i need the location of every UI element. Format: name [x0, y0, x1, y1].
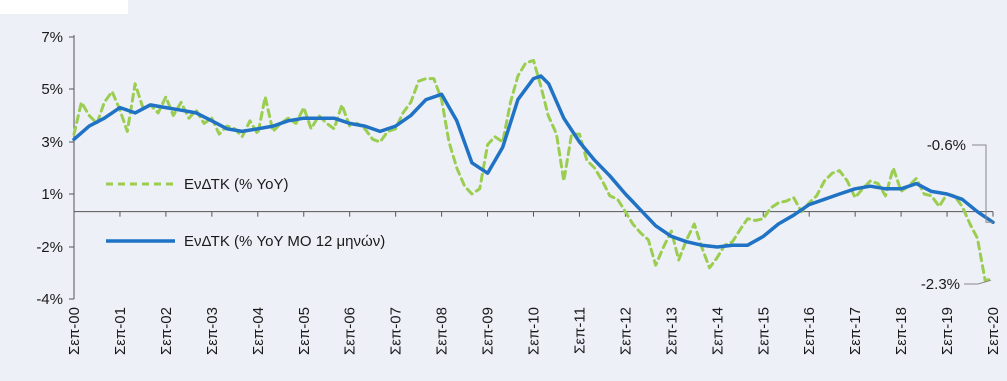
series-line-yoy [72, 58, 995, 283]
x-tick-label: Σεπ-16 [801, 307, 818, 355]
x-tick-label: Σεπ-13 [663, 307, 680, 355]
legend-label: ΕνΔΤΚ (% YoY MO 12 μηνών) [184, 233, 385, 250]
legend-label: ΕνΔΤΚ (% YoY) [184, 176, 288, 193]
x-tick-label: Σεπ-12 [617, 307, 634, 355]
x-tick-label: Σεπ-14 [709, 307, 726, 355]
x-tick-label: Σεπ-03 [204, 307, 221, 355]
annotation-leader [964, 279, 992, 285]
x-tick-label: Σεπ-07 [388, 307, 405, 355]
y-tick-label: 3% [41, 134, 63, 151]
x-tick-label: Σεπ-04 [250, 307, 267, 355]
y-tick-label: 5% [41, 81, 63, 98]
top-strip [0, 0, 128, 14]
x-tick-label: Σεπ-02 [158, 307, 175, 355]
x-tick-label: Σεπ-08 [434, 307, 451, 355]
x-tick-label: Σεπ-20 [985, 307, 1002, 355]
x-tick-label: Σεπ-15 [755, 307, 772, 355]
x-tick-label: Σεπ-05 [296, 307, 313, 355]
y-tick-label: 7% [41, 29, 63, 46]
x-tick-label: Σεπ-18 [893, 307, 910, 355]
series-line-ma12 [72, 74, 995, 249]
x-tick-label: Σεπ-00 [66, 307, 83, 355]
x-tick-label: Σεπ-09 [480, 307, 497, 355]
x-tick-label: Σεπ-11 [571, 307, 588, 354]
annotation-leader [972, 144, 993, 223]
x-tick-label: Σεπ-01 [112, 307, 129, 355]
x-tick-label: Σεπ-06 [342, 307, 359, 355]
y-tick-label: -4% [36, 291, 63, 308]
annotation-ma12-end: -0.6% [927, 137, 966, 154]
x-tick-label: Σεπ-10 [526, 307, 543, 355]
x-tick-label: Σεπ-17 [847, 307, 864, 355]
y-tick-label: 1% [41, 186, 63, 203]
y-tick-label: -2% [36, 239, 63, 256]
x-tick-label: Σεπ-19 [939, 307, 956, 355]
annotation-yoy-end: -2.3% [921, 276, 960, 293]
